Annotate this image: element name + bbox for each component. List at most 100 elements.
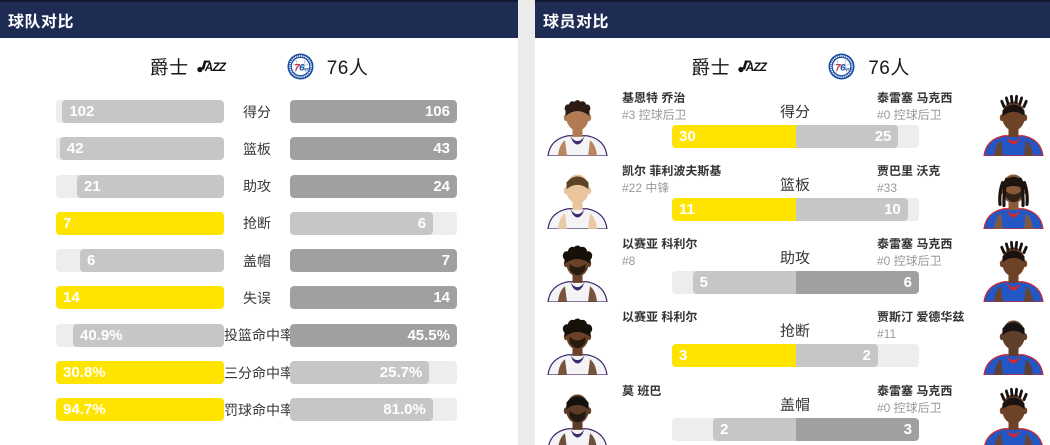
away-player-name: 泰雷塞 马克西	[877, 90, 953, 105]
player-stats-list: 基恩特 乔治 #3 控球后卫 得分 泰雷塞 马克西 #0 控球后卫 30 25	[535, 88, 1050, 445]
home-stat-bar: 94.7%	[56, 398, 224, 422]
home-stat-value: 6	[87, 252, 96, 270]
home-player-value: 5	[699, 274, 708, 292]
home-player-value: 2	[720, 420, 729, 438]
home-stat-value: 7	[63, 214, 72, 232]
away-stat-value: 45.5%	[407, 326, 450, 344]
stat-label: 助攻	[779, 250, 810, 268]
player-stat-row: 以赛亚 科利尔 #8 助攻 泰雷塞 马克西 #0 控球后卫 5 6	[535, 234, 1050, 307]
away-stat-value: 24	[433, 177, 450, 195]
away-player-photo	[981, 312, 1046, 376]
player-panel-teams-row: 爵士 AZZ 7 6 ers 76人	[535, 47, 1050, 85]
team-panel-header: 球队对比	[0, 0, 518, 38]
away-stat-value: 81.0%	[383, 401, 426, 419]
sixers-digit-7: 7	[294, 62, 300, 73]
away-team: 7 6 ers 76人	[287, 52, 369, 80]
player-comparison-panel: 球员对比 爵士 AZZ 7 6 ers 76人 基恩特 乔治 #3 控球后卫 得…	[535, 0, 1050, 445]
stat-label: 抢断	[779, 323, 810, 341]
player-stat-row: 凯尔 菲利波夫斯基 #22 中锋 篮板 贾巴里 沃克 #33 11 10	[535, 161, 1050, 234]
home-stat-value: 21	[84, 177, 101, 195]
player-stat-bar: 11 10	[672, 197, 919, 221]
team-stat-row: 6 盖帽 7	[56, 249, 457, 273]
team-stat-row: 30.8% 三分命中率 25.7%	[56, 361, 457, 385]
stat-label: 罚球命中率	[224, 401, 294, 418]
home-player-name: 基恩特 乔治	[622, 90, 686, 105]
away-player-name: 贾斯汀 爱德华兹	[877, 310, 965, 325]
away-team: 7 6 ers 76人	[828, 52, 910, 80]
stat-label: 盖帽	[779, 396, 810, 414]
away-stat-value: 25.7%	[379, 364, 423, 382]
home-stat-bar: 42	[56, 137, 224, 161]
team-comparison-panel: 球队对比 爵士 AZZ 7 6 ers 76人 102 得分 106 42 篮板	[0, 0, 518, 445]
team-panel-teams-row: 爵士 AZZ 7 6 ers 76人	[0, 47, 518, 85]
home-player-photo	[545, 385, 610, 445]
stat-label: 篮板	[243, 140, 271, 157]
away-player-info: #33	[877, 180, 898, 195]
player-stat-row: 基恩特 乔治 #3 控球后卫 得分 泰雷塞 马克西 #0 控球后卫 30 25	[535, 88, 1050, 161]
team-panel-title: 球队对比	[8, 14, 75, 31]
jazz-wordmark-text: AZZ	[745, 61, 768, 74]
away-stat-bar: 81.0%	[290, 398, 457, 422]
home-stat-bar: 21	[56, 174, 224, 198]
team-stat-row: 21 助攻 24	[56, 174, 457, 198]
player-stat-bar: 3 2	[672, 344, 919, 368]
home-player-photo	[545, 312, 610, 376]
away-team-name: 76人	[868, 57, 910, 79]
home-player-name: 以赛亚 科利尔	[622, 310, 698, 325]
home-stat-value: 42	[66, 140, 84, 158]
home-stat-value: 14	[63, 289, 80, 307]
player-stat-bar: 5 6	[672, 271, 919, 295]
away-stat-value: 106	[424, 103, 450, 120]
home-player-photo	[545, 239, 610, 303]
away-player-value: 25	[874, 127, 892, 145]
away-stat-bar: 14	[290, 286, 457, 310]
away-stat-bar: 7	[290, 249, 457, 273]
away-stat-bar: 24	[290, 174, 457, 198]
home-player-value: 30	[679, 127, 696, 145]
away-player-photo	[981, 92, 1046, 156]
sixers-digit-6: 6	[299, 62, 305, 73]
home-stat-bar: 40.9%	[56, 323, 224, 347]
team-stat-row: 7 抢断 6	[56, 211, 457, 235]
away-stat-bar: 6	[290, 211, 457, 235]
away-player-value: 10	[884, 200, 901, 218]
player-panel-header: 球员对比	[535, 0, 1050, 38]
stat-label: 盖帽	[243, 252, 271, 269]
away-team-name: 76人	[326, 57, 369, 79]
team-stat-row: 102 得分 106	[56, 100, 457, 123]
stat-label: 篮板	[779, 176, 810, 194]
sixers-suffix-text: ers	[846, 66, 853, 71]
stat-label: 失误	[243, 289, 271, 306]
team-stats-list: 102 得分 106 42 篮板 43 21 助攻 24	[56, 100, 457, 436]
home-player-name: 凯尔 菲利波夫斯基	[622, 163, 722, 178]
home-stat-value: 102	[69, 103, 95, 120]
team-stat-row: 42 篮板 43	[56, 137, 457, 161]
player-stat-bar: 30 25	[672, 124, 919, 148]
home-player-info: #22 中锋	[622, 180, 670, 195]
sixers-logo-icon: 7 6 ers	[828, 52, 855, 80]
sixers-suffix-text: ers	[304, 66, 311, 71]
home-stat-value: 40.9%	[80, 326, 123, 344]
home-stat-bar: 6	[56, 249, 224, 273]
away-stat-bar: 45.5%	[290, 323, 457, 347]
home-stat-bar: 14	[56, 286, 224, 310]
away-player-photo	[981, 239, 1046, 303]
player-stat-bar: 2 3	[672, 417, 919, 441]
player-stat-row: 莫 班巴 盖帽 泰雷塞 马克西 #0 控球后卫 2 3	[535, 381, 1050, 445]
team-stat-row: 94.7% 罚球命中率 81.0%	[56, 398, 457, 422]
sixers-logo-icon: 7 6 ers	[287, 52, 314, 80]
away-player-info: #11	[877, 327, 897, 342]
away-stat-value: 7	[441, 252, 450, 270]
away-stat-value: 43	[433, 140, 450, 158]
stat-label: 抢断	[243, 215, 271, 232]
sixers-digit-6: 6	[840, 62, 846, 73]
home-stat-value: 94.7%	[63, 401, 106, 419]
away-stat-value: 14	[433, 289, 450, 307]
player-panel-title: 球员对比	[543, 14, 610, 31]
home-team: 爵士 AZZ	[691, 53, 768, 80]
stat-label: 三分命中率	[224, 364, 294, 381]
jazz-logo-icon: AZZ	[737, 58, 768, 74]
home-player-photo	[545, 165, 610, 229]
stat-label: 得分	[779, 103, 810, 121]
home-team: 爵士 AZZ	[150, 53, 227, 80]
